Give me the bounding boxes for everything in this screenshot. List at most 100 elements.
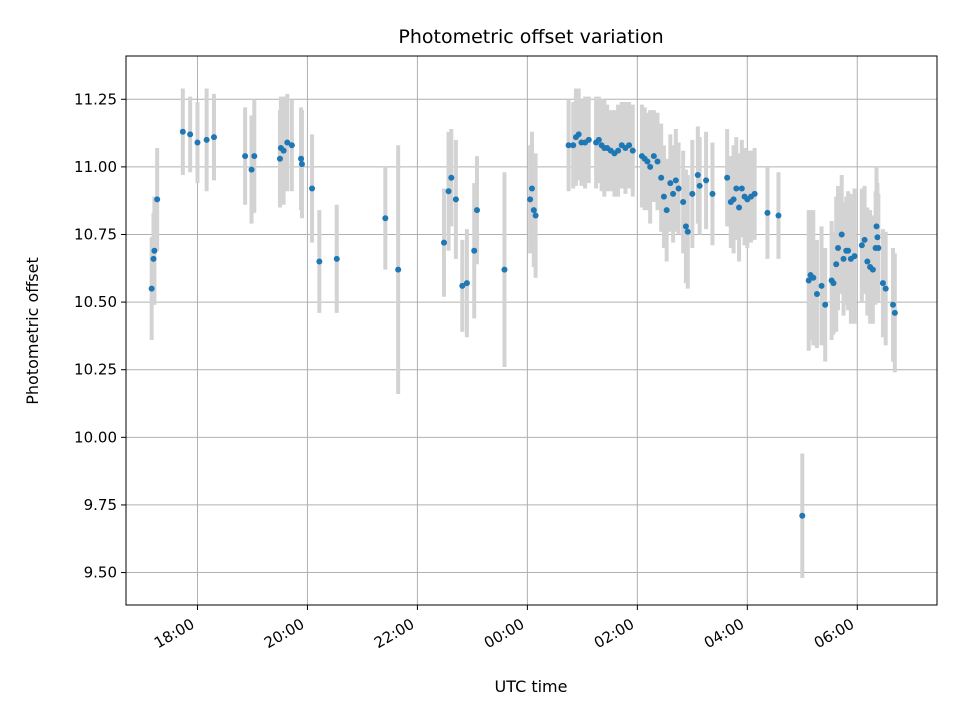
y-tick-label: 11.25 bbox=[74, 90, 117, 108]
data-point bbox=[775, 212, 782, 219]
data-point bbox=[459, 282, 466, 289]
data-points bbox=[148, 128, 898, 519]
data-point bbox=[830, 280, 837, 287]
y-tick-label: 10.50 bbox=[74, 293, 117, 311]
data-point bbox=[882, 285, 889, 292]
data-point bbox=[840, 255, 847, 262]
chart-title: Photometric offset variation bbox=[398, 26, 663, 48]
data-point bbox=[879, 280, 886, 287]
data-point bbox=[684, 228, 691, 235]
data-point bbox=[660, 193, 667, 200]
y-tick-label: 9.75 bbox=[84, 496, 117, 514]
data-point bbox=[473, 207, 480, 214]
data-point bbox=[565, 142, 572, 149]
data-point bbox=[736, 204, 743, 211]
data-point bbox=[187, 131, 194, 138]
data-point bbox=[733, 185, 740, 192]
data-point bbox=[530, 207, 537, 214]
data-point bbox=[874, 234, 881, 241]
data-point bbox=[644, 158, 651, 165]
y-tick-label: 10.75 bbox=[74, 225, 117, 243]
y-axis-label: Photometric offset bbox=[23, 257, 42, 405]
data-point bbox=[210, 134, 217, 141]
data-point bbox=[203, 136, 210, 143]
data-point bbox=[822, 301, 829, 308]
data-point bbox=[333, 255, 340, 262]
data-point bbox=[663, 207, 670, 214]
data-point bbox=[280, 147, 287, 154]
data-point bbox=[861, 236, 868, 243]
data-point bbox=[575, 131, 582, 138]
data-point bbox=[647, 163, 654, 170]
data-point bbox=[833, 261, 840, 268]
data-point bbox=[382, 215, 389, 222]
data-point bbox=[532, 212, 539, 219]
data-point bbox=[150, 255, 157, 262]
data-point bbox=[805, 277, 812, 284]
data-point bbox=[667, 180, 674, 187]
x-axis-label: UTC time bbox=[495, 677, 568, 696]
data-point bbox=[151, 247, 158, 254]
data-point bbox=[764, 209, 771, 216]
data-point bbox=[316, 258, 323, 265]
data-point bbox=[738, 185, 745, 192]
y-tick-label: 9.50 bbox=[84, 564, 117, 582]
data-point bbox=[730, 196, 737, 203]
data-point bbox=[288, 142, 295, 149]
data-point bbox=[869, 266, 876, 273]
data-point bbox=[248, 166, 255, 173]
data-point bbox=[703, 177, 710, 184]
data-point bbox=[694, 171, 701, 178]
data-point bbox=[452, 196, 459, 203]
data-point bbox=[629, 147, 636, 154]
data-point bbox=[670, 190, 677, 197]
data-point bbox=[570, 142, 577, 149]
data-point bbox=[864, 258, 871, 265]
data-point bbox=[276, 155, 283, 162]
data-point bbox=[799, 512, 806, 519]
data-point bbox=[724, 174, 731, 181]
data-point bbox=[284, 139, 291, 146]
data-point bbox=[179, 128, 186, 135]
data-point bbox=[463, 280, 470, 287]
data-point bbox=[751, 190, 758, 197]
data-point bbox=[890, 301, 897, 308]
data-point bbox=[818, 282, 825, 289]
data-point bbox=[148, 285, 155, 292]
data-point bbox=[845, 247, 852, 254]
data-point bbox=[309, 185, 316, 192]
data-point bbox=[680, 199, 687, 206]
data-point bbox=[615, 147, 622, 154]
data-point bbox=[891, 309, 898, 316]
data-point bbox=[298, 161, 305, 168]
data-point bbox=[440, 239, 447, 246]
data-point bbox=[448, 174, 455, 181]
data-point bbox=[298, 155, 305, 162]
data-point bbox=[194, 139, 201, 146]
data-point bbox=[689, 190, 696, 197]
data-point bbox=[471, 247, 478, 254]
data-point bbox=[658, 174, 665, 181]
data-point bbox=[709, 190, 716, 197]
data-point bbox=[873, 223, 880, 230]
data-point bbox=[154, 196, 161, 203]
data-point bbox=[527, 196, 534, 203]
data-point bbox=[595, 136, 602, 143]
data-point bbox=[395, 266, 402, 273]
plot-frame bbox=[125, 55, 938, 606]
data-point bbox=[251, 153, 258, 160]
data-point bbox=[626, 142, 633, 149]
data-point bbox=[654, 158, 661, 165]
data-point bbox=[445, 188, 452, 195]
data-point bbox=[838, 231, 845, 238]
data-point bbox=[650, 153, 657, 160]
data-point bbox=[528, 185, 535, 192]
data-point bbox=[851, 253, 858, 260]
data-point bbox=[672, 177, 679, 184]
data-point bbox=[682, 223, 689, 230]
data-point bbox=[585, 136, 592, 143]
y-tick-label: 10.00 bbox=[74, 428, 117, 446]
data-point bbox=[858, 242, 865, 249]
